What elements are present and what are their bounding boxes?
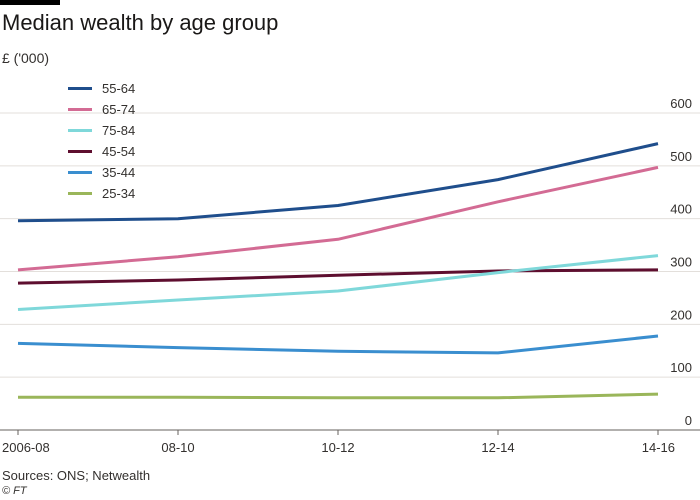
series-line-35-44	[17, 334, 659, 355]
legend-swatch	[68, 87, 92, 90]
x-tick-label: 08-10	[161, 440, 194, 455]
credit-note: © FT	[2, 485, 27, 497]
legend-label: 55-64	[102, 81, 136, 96]
legend-swatch	[68, 171, 92, 174]
legend-swatch	[68, 192, 92, 195]
y-axis-unit-label: £ ('000)	[2, 50, 50, 66]
legend-label: 75-84	[102, 123, 136, 138]
legend-swatch	[68, 129, 92, 132]
y-tick-label: 300	[670, 255, 692, 270]
legend-item: 45-54	[68, 141, 135, 162]
series-line-45-54	[17, 268, 659, 285]
legend-label: 25-34	[102, 186, 136, 201]
y-tick-label: 400	[670, 202, 692, 217]
legend-item: 25-34	[68, 183, 135, 204]
x-tick-label: 10-12	[321, 440, 354, 455]
y-tick-label: 200	[670, 307, 692, 322]
legend-swatch	[68, 150, 92, 153]
series-line-55-64	[17, 142, 659, 223]
legend-label: 35-44	[102, 165, 136, 180]
x-tick-label: 2006-08	[2, 440, 50, 455]
y-tick-label: 0	[685, 413, 692, 428]
series-line-75-84	[17, 254, 659, 311]
source-note: Sources: ONS; Netwealth	[2, 468, 151, 483]
y-tick-label: 100	[670, 360, 692, 375]
legend-label: 65-74	[102, 102, 136, 117]
y-tick-label: 600	[670, 96, 692, 111]
series-line-65-74	[17, 165, 659, 272]
series-line-25-34	[18, 392, 659, 400]
chart-legend: 55-64 65-74 75-84 45-54 35-44 25-34	[68, 78, 135, 204]
x-tick-label: 14-16	[642, 440, 675, 455]
legend-item: 65-74	[68, 99, 135, 120]
legend-item: 75-84	[68, 120, 135, 141]
y-tick-label: 500	[670, 149, 692, 164]
x-tick-label: 12-14	[481, 440, 514, 455]
header-bar	[0, 0, 60, 5]
legend-swatch	[68, 108, 92, 111]
legend-item: 35-44	[68, 162, 135, 183]
chart-title: Median wealth by age group	[2, 10, 279, 35]
legend-label: 45-54	[102, 144, 136, 159]
legend-item: 55-64	[68, 78, 135, 99]
